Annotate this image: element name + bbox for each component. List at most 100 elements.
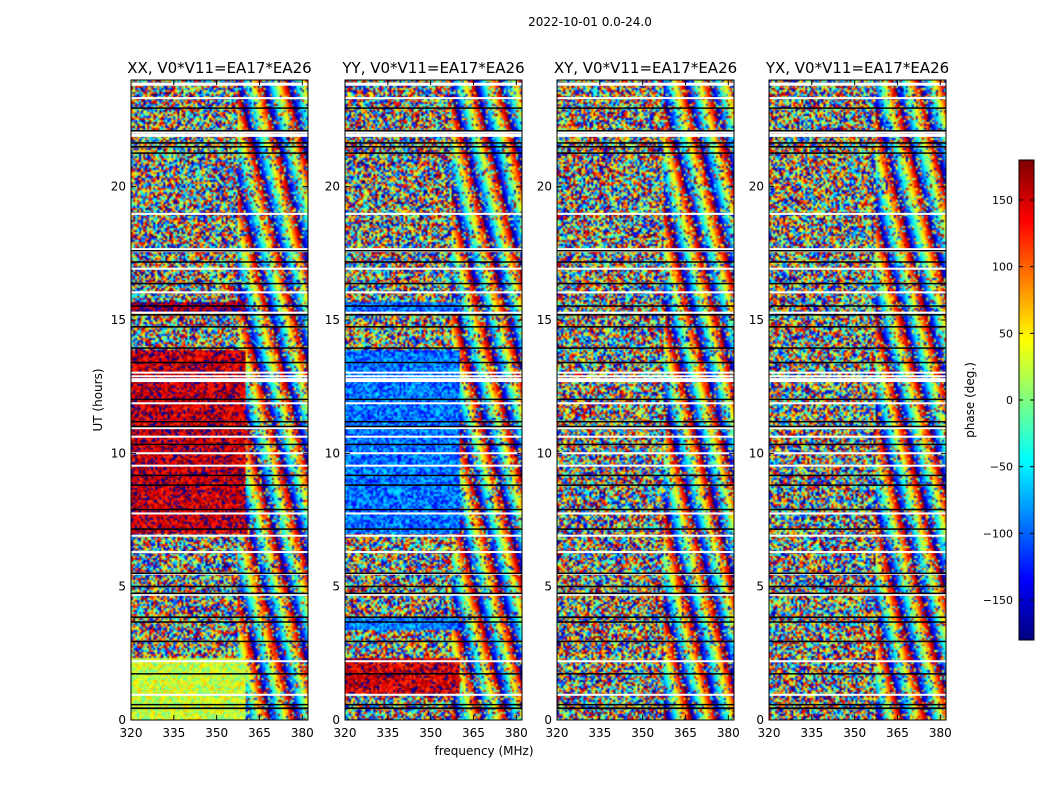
flagged-row-black [557, 398, 734, 401]
flagged-row-white [131, 82, 308, 85]
y-tick-label: 20 [749, 180, 764, 194]
flagged-row-black [769, 152, 946, 154]
flagged-row-black [557, 592, 734, 595]
flagged-row-white [557, 133, 734, 136]
flagged-row-white [769, 131, 946, 134]
flagged-row-black [345, 326, 522, 328]
flagged-row-white [769, 551, 946, 554]
x-tick-label: 365 [248, 726, 271, 740]
flagged-row-white [769, 311, 946, 314]
x-tick-label: 365 [886, 726, 909, 740]
flagged-row-black [131, 314, 308, 316]
flagged-row-black [345, 420, 522, 423]
flagged-row-white [769, 452, 946, 455]
flagged-row-black [131, 572, 308, 575]
flagged-row-white [557, 371, 734, 374]
flagged-row-white [131, 212, 308, 215]
flagged-row-white [345, 371, 522, 374]
flagged-row-black [769, 326, 946, 328]
flagged-row-black [769, 707, 946, 709]
flagged-row-white [557, 593, 734, 596]
flagged-row-white [131, 378, 308, 381]
flagged-row-white [131, 97, 308, 100]
colorbar-label: phase (deg.) [963, 362, 977, 438]
panel-3: 320 335 350 365 380 0 5 10 15 20 XY, V0*V11=EA17*E… [537, 59, 740, 740]
x-tick-label: 320 [334, 726, 357, 740]
flagged-row-white [557, 402, 734, 405]
flagged-row-white [131, 131, 308, 134]
flagged-row-white [557, 375, 734, 378]
flagged-row-white [131, 660, 308, 663]
flagged-row-white [557, 378, 734, 381]
colorbar-tick-label: 50 [999, 327, 1013, 340]
flagged-row-white [345, 97, 522, 100]
flagged-row-white [769, 375, 946, 378]
flagged-row-black [557, 484, 734, 486]
flagged-row-white [557, 97, 734, 100]
panel-4: 320 335 350 365 380 0 5 10 15 20 YX, V0*V11=EA17*E… [749, 59, 952, 740]
flagged-row-black [769, 107, 946, 109]
flagged-row-white [769, 464, 946, 467]
flagged-row-black [131, 443, 308, 446]
x-tick-label: 335 [800, 726, 823, 740]
x-tick-label: 380 [717, 726, 740, 740]
flagged-row-black [131, 261, 308, 263]
colorbar: 150 100 50 0 −50 −100 −150 [983, 159, 1035, 641]
flagged-row-white [345, 131, 522, 134]
y-tick-label: 20 [325, 180, 340, 194]
panel-1: 320 335 350 365 380 0 5 10 15 20 XX, V0*V11=EA17*E… [111, 59, 314, 740]
flagged-row-white [131, 551, 308, 554]
y-tick-label: 0 [756, 713, 764, 727]
flagged-row-black [131, 621, 308, 623]
flagged-row-black [345, 314, 522, 316]
x-tick-label: 320 [546, 726, 569, 740]
flagged-row-white [769, 693, 946, 696]
flagged-row-white [131, 435, 308, 438]
y-axis-label: UT (hours) [91, 368, 105, 431]
y-tick-label: 20 [537, 180, 552, 194]
flagged-row-black [557, 326, 734, 328]
panel-frame [556, 79, 735, 721]
y-tick-label: 10 [111, 446, 126, 460]
flagged-row-black [769, 250, 946, 252]
figure-suptitle: 2022-10-01 0.0-24.0 [528, 15, 652, 29]
flagged-row-black [345, 508, 522, 511]
flagged-row-white [345, 267, 522, 270]
flagged-row-black [345, 130, 522, 132]
flagged-row-white [769, 82, 946, 85]
flagged-row-white [345, 82, 522, 85]
flagged-row-black [769, 621, 946, 623]
flagged-row-white [131, 267, 308, 270]
flagged-row-white [769, 133, 946, 136]
flagged-row-black [345, 673, 522, 675]
flagged-row-white [345, 291, 522, 294]
panel-title: YX, V0*V11=EA17*EA26 [765, 59, 949, 77]
panel-title: YY, V0*V11=EA17*EA26 [341, 59, 524, 77]
flagged-row-white [345, 311, 522, 314]
flagged-row-black [769, 282, 946, 285]
flagged-row-black [557, 528, 734, 530]
flagged-row-black [769, 585, 946, 588]
flagged-row-black [557, 152, 734, 154]
x-axis-label: frequency (MHz) [434, 744, 533, 758]
flagged-row-white [769, 380, 946, 383]
flagged-row-white [345, 375, 522, 378]
x-tick-label: 380 [929, 726, 952, 740]
flagged-row-black [557, 616, 734, 618]
x-tick-label: 380 [505, 726, 528, 740]
x-tick-label: 380 [291, 726, 314, 740]
flagged-row-white [769, 660, 946, 663]
y-tick-label: 0 [332, 713, 340, 727]
flagged-row-white [345, 212, 522, 215]
x-tick-label: 350 [419, 726, 442, 740]
flagged-row-black [131, 707, 308, 709]
flagged-row-black [557, 572, 734, 575]
flagged-row-white [769, 248, 946, 251]
flagged-row-white [131, 248, 308, 251]
flagged-row-white [769, 593, 946, 596]
flagged-row-white [557, 248, 734, 251]
y-tick-label: 15 [111, 313, 126, 327]
y-tick-label: 10 [325, 446, 340, 460]
flagged-row-white [769, 267, 946, 270]
colorbar-tick-label: 150 [992, 194, 1013, 207]
